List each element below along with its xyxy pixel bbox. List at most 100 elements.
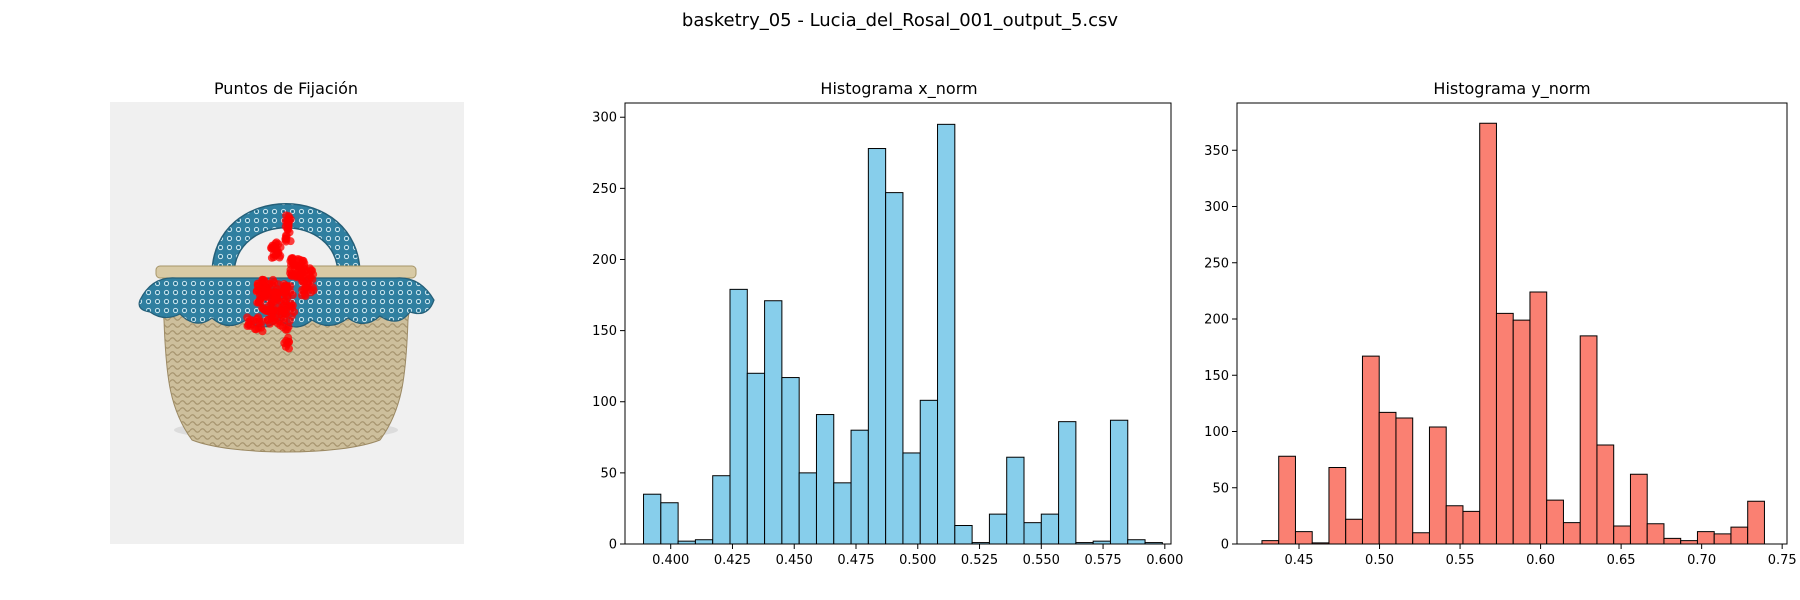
fixation-point: [254, 280, 262, 288]
histogram-x-xtick-label: 0.400: [652, 553, 689, 568]
histogram-x-bar: [799, 473, 816, 544]
histogram-y-bar: [1346, 519, 1363, 544]
histogram-y-bar: [1413, 533, 1430, 544]
histogram-y-ytick-label: 200: [1204, 313, 1229, 328]
histogram-y-xtick-label: 0.70: [1687, 553, 1716, 568]
histogram-x-xtick-label: 0.575: [1084, 553, 1121, 568]
histogram-x-bar: [920, 400, 937, 544]
histogram-x-bar: [1024, 523, 1041, 544]
image-panel: Puntos de Fijación: [110, 79, 464, 544]
histogram-x-bar: [713, 476, 730, 544]
fixation-point: [258, 327, 266, 335]
histogram-y-xtick-label: 0.55: [1446, 553, 1475, 568]
fixation-point: [280, 339, 288, 347]
histogram-y-bar: [1429, 427, 1446, 544]
fixation-point: [273, 295, 281, 303]
histogram-y-bar: [1295, 532, 1312, 544]
fixation-point: [280, 318, 288, 326]
histogram-y-ytick-label: 350: [1204, 144, 1229, 159]
fixation-point: [273, 245, 281, 253]
histogram-x-ytick-label: 300: [592, 111, 617, 126]
histogram-x-xtick-label: 0.525: [961, 553, 998, 568]
histogram-y-bar: [1262, 541, 1279, 544]
histogram-x-bar: [834, 483, 851, 544]
fixation-point: [285, 221, 293, 229]
histogram-y-ytick-label: 0: [1221, 538, 1229, 553]
histogram-y-bar: [1496, 313, 1513, 544]
fixation-point: [306, 275, 314, 283]
histogram-x-bar: [955, 526, 972, 544]
histogram-x-bar: [747, 373, 764, 544]
histogram-x-bar: [765, 301, 782, 544]
histogram-y-ytick-label: 150: [1204, 369, 1229, 384]
histogram-y-bar: [1580, 336, 1597, 544]
histogram-y-bar: [1731, 527, 1748, 544]
histogram-x-ytick-label: 100: [592, 395, 617, 410]
histogram-x-bar: [851, 430, 868, 544]
histogram-x-norm: Histograma x_norm 0.400 0.425 0.450 0.475 0.…: [592, 79, 1183, 568]
histogram-x-ytick-label: 0: [609, 538, 617, 553]
histogram-x-ytick-label: 50: [600, 466, 617, 481]
histogram-y-xtick-label: 0.75: [1768, 553, 1797, 568]
histogram-x-bar: [730, 289, 747, 544]
histogram-y-xtick-label: 0.65: [1607, 553, 1636, 568]
histogram-y-bar: [1547, 500, 1564, 544]
histogram-x-bar: [938, 124, 955, 544]
histogram-x-bar: [1041, 514, 1058, 544]
histogram-x-bar: [1059, 422, 1076, 544]
histogram-x-xtick-label: 0.550: [1023, 553, 1060, 568]
histogram-x-xtick-label: 0.475: [837, 553, 874, 568]
histogram-y-ytick-label: 250: [1204, 256, 1229, 271]
histogram-y-bar: [1714, 534, 1731, 544]
histogram-y-bar: [1563, 523, 1580, 544]
histogram-y-bar: [1681, 541, 1698, 544]
histogram-x-bar: [816, 415, 833, 544]
fixation-point: [275, 307, 283, 315]
histogram-y-bar: [1530, 292, 1547, 544]
histogram-x-xtick-label: 0.500: [899, 553, 936, 568]
histogram-x-bar: [695, 540, 712, 544]
histogram-x-bar: [782, 378, 799, 544]
histogram-y-bar: [1480, 123, 1497, 544]
histogram-y-ytick-label: 300: [1204, 200, 1229, 215]
fixation-point: [268, 254, 276, 262]
figure-title: basketry_05 - Lucia_del_Rosal_001_output…: [682, 10, 1118, 31]
fixation-point: [263, 306, 271, 314]
histogram-x-ytick-label: 250: [592, 182, 617, 197]
histogram-y-bar: [1513, 320, 1530, 544]
fixation-point: [255, 298, 263, 306]
histogram-y-xtick-label: 0.50: [1365, 553, 1394, 568]
histogram-y-bar: [1463, 511, 1480, 544]
histogram-y-bar: [1748, 501, 1765, 544]
fixation-point: [279, 289, 287, 297]
histogram-y-ytick-label: 50: [1212, 481, 1229, 496]
histogram-y-title: Histograma y_norm: [1433, 79, 1590, 99]
histogram-x-xtick-label: 0.600: [1146, 553, 1183, 568]
histogram-y-bar: [1614, 526, 1631, 544]
fixation-point: [306, 264, 314, 272]
fixation-point: [286, 228, 294, 236]
histogram-y-xtick-label: 0.45: [1285, 553, 1314, 568]
histogram-y-bar: [1379, 412, 1396, 544]
histogram-y-bar: [1446, 506, 1463, 544]
histogram-y-bar: [1630, 474, 1647, 544]
fixation-point: [298, 269, 306, 277]
histogram-y-bar: [1664, 538, 1681, 544]
histogram-y-norm: Histograma y_norm 0.45 0.50 0.55 0.60 0.65 0.…: [1204, 79, 1796, 568]
histogram-x-ytick-label: 200: [592, 253, 617, 268]
histogram-y-bar: [1697, 532, 1714, 544]
fixation-point: [286, 282, 294, 290]
histogram-y-bar: [1279, 456, 1296, 544]
histogram-x-bar: [886, 193, 903, 544]
fixation-point: [249, 317, 257, 325]
histogram-y-ytick-label: 100: [1204, 425, 1229, 440]
histogram-x-bar: [1007, 457, 1024, 544]
histogram-x-bar: [1110, 420, 1127, 544]
histogram-x-bar: [903, 453, 920, 544]
histogram-x-xtick-label: 0.450: [776, 553, 813, 568]
histogram-y-bar: [1396, 418, 1413, 544]
fixation-point: [254, 287, 262, 295]
fixation-point: [302, 292, 310, 300]
histogram-x-title: Histograma x_norm: [820, 79, 977, 99]
